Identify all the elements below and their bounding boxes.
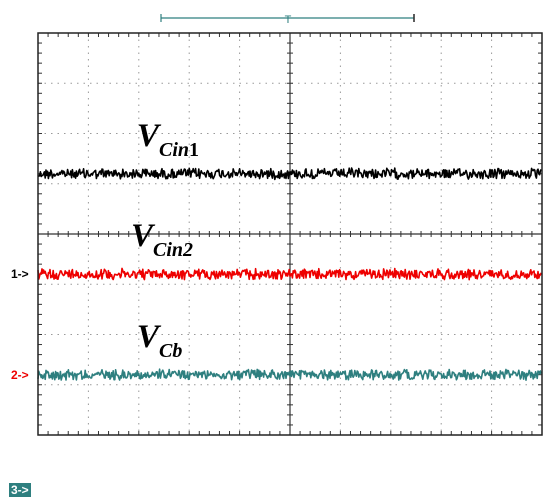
- timebase-bracket: T: [160, 14, 415, 26]
- series-label-vcin2: VCin2: [131, 218, 194, 262]
- plot-border: [37, 32, 543, 436]
- trigger-position-marker: T: [285, 14, 292, 26]
- trace-vcin1: [37, 167, 542, 181]
- channel-marker-3: 3->: [9, 483, 31, 497]
- trace-layer: [37, 167, 542, 382]
- plot-frame: [37, 32, 543, 436]
- series-label-subscript-number: 1: [189, 138, 200, 161]
- series-label-main: V: [131, 218, 154, 255]
- series-label-vcb: VCb: [137, 318, 183, 362]
- channel-marker-1: 1->: [11, 267, 29, 282]
- series-label-subscript: Cb: [159, 339, 183, 362]
- series-label-subscript: Cin: [159, 138, 190, 161]
- series-label-main: V: [137, 318, 160, 355]
- trace-vcb: [37, 368, 542, 382]
- oscilloscope-plot: T: [37, 14, 543, 436]
- channel-marker-2: 2->: [11, 367, 29, 382]
- series-label-main: V: [137, 117, 160, 154]
- series-label-subscript: Cin2: [153, 239, 194, 262]
- series-label-vcin1: VCin1: [137, 117, 200, 161]
- trace-vcin2: [37, 267, 542, 281]
